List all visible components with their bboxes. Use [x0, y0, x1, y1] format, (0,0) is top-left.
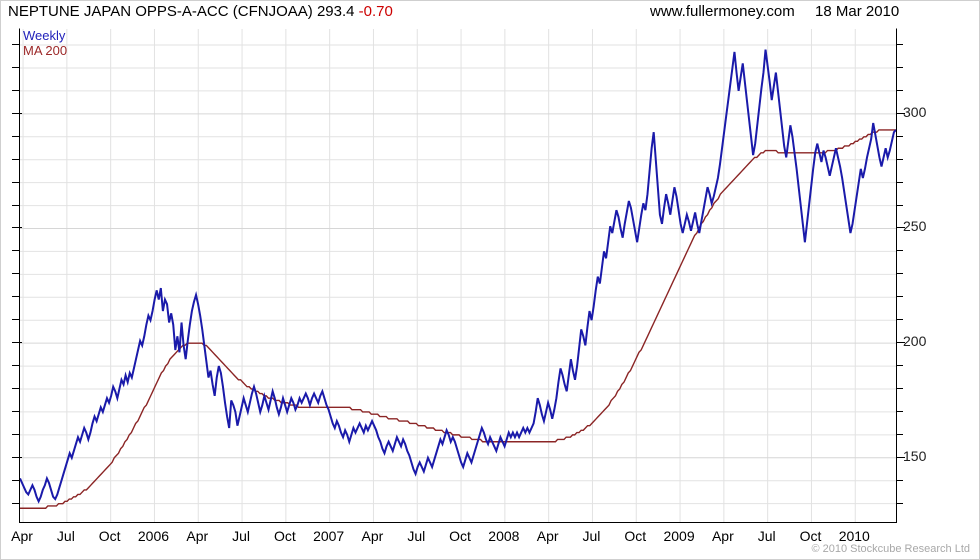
- legend-item-ma200: MA 200: [23, 43, 68, 58]
- x-axis-tick-label: 2006: [137, 528, 170, 544]
- site-url[interactable]: www.fullermoney.com: [650, 3, 795, 20]
- last-price: 293.4: [316, 3, 355, 20]
- axis-tick: [12, 479, 20, 481]
- x-axis-tick-label: Oct: [624, 528, 647, 544]
- axis-tick: [12, 44, 20, 46]
- copyright-notice: © 2010 Stockcube Research Ltd: [811, 543, 970, 555]
- x-axis-tick-label: 2008: [488, 528, 520, 544]
- axis-tick: [12, 410, 20, 412]
- weekly-price-line: [20, 49, 896, 504]
- axis-tick: [896, 273, 903, 275]
- axis-tick: [896, 66, 903, 68]
- axis-tick: [12, 388, 20, 389]
- instrument-name: NEPTUNE JAPAN OPPS-A-ACC: [8, 3, 229, 20]
- x-axis-tick-label: Apr: [711, 528, 734, 544]
- x-axis-tick-label: Jul: [56, 528, 75, 544]
- x-axis-tick-label: Apr: [11, 528, 33, 544]
- quote-date: 18 Mar 2010: [815, 3, 900, 20]
- axis-tick: [12, 296, 20, 298]
- instrument-ticker: (CFNJOAA): [232, 3, 313, 20]
- x-axis-tick-label: Jul: [232, 528, 251, 544]
- price-change: -0.70: [358, 3, 393, 20]
- axis-tick: [896, 410, 903, 412]
- x-axis-tick-label: Jul: [757, 528, 776, 544]
- x-axis-tick-label: Apr: [186, 528, 209, 544]
- x-axis-tick-label: 2009: [663, 528, 695, 544]
- axis-tick: [12, 227, 22, 229]
- axis-tick: [896, 158, 903, 160]
- x-axis-tick-label: Oct: [799, 528, 822, 544]
- axis-tick: [896, 365, 903, 367]
- x-axis-tick-label: Jul: [582, 528, 601, 544]
- axis-tick: [12, 456, 22, 458]
- y-axis-tick-label: 200: [903, 333, 927, 350]
- axis-tick: [896, 319, 903, 321]
- axis-tick: [896, 204, 903, 206]
- x-axis-tick-label: Oct: [449, 528, 471, 544]
- axis-tick: [12, 433, 20, 435]
- axis-tick: [896, 44, 903, 46]
- price-chart-svg: [20, 29, 896, 522]
- axis-tick: [896, 502, 903, 504]
- axis-tick: [896, 433, 903, 435]
- axis-tick: [12, 319, 20, 321]
- vertical-gridlines: [22, 29, 856, 522]
- axis-tick: [896, 296, 903, 298]
- axis-tick: [896, 388, 903, 389]
- y-axis-tick-label: 250: [903, 218, 927, 235]
- axis-tick: [896, 250, 903, 252]
- chart-header: NEPTUNE JAPAN OPPS-A-ACC (CFNJOAA) 293.4…: [0, 0, 980, 24]
- axis-tick: [896, 181, 903, 183]
- axis-tick: [896, 112, 905, 114]
- x-axis-tick-label: Apr: [536, 528, 559, 544]
- x-axis-tick-label: 2007: [313, 528, 345, 544]
- axis-tick: [12, 66, 20, 68]
- axis-tick: [896, 227, 905, 229]
- axis-tick: [896, 479, 903, 481]
- axis-tick: [12, 365, 20, 367]
- horizontal-gridlines: [20, 44, 896, 505]
- x-axis-tick-label: Oct: [273, 528, 296, 544]
- axis-tick: [12, 502, 20, 504]
- axis-tick: [12, 181, 20, 183]
- legend-item-weekly: Weekly: [23, 28, 66, 43]
- axis-tick: [12, 158, 20, 160]
- axis-tick: [12, 204, 20, 206]
- x-axis-tick-label: Jul: [407, 528, 426, 544]
- axis-tick: [12, 89, 20, 91]
- y-axis-tick-label: 150: [903, 447, 927, 464]
- axis-tick: [896, 456, 905, 458]
- axis-tick: [12, 273, 20, 275]
- plot-area[interactable]: [19, 28, 897, 523]
- axis-tick: [896, 89, 903, 91]
- instrument-title: NEPTUNE JAPAN OPPS-A-ACC (CFNJOAA) 293.4…: [8, 2, 393, 22]
- axis-tick: [12, 342, 22, 344]
- axis-tick: [896, 135, 903, 137]
- axis-tick: [12, 135, 20, 137]
- axis-tick: [896, 342, 905, 344]
- x-axis-tick-label: 2010: [838, 528, 870, 544]
- x-axis-tick-label: Oct: [98, 528, 121, 544]
- ma200-line: [20, 129, 896, 509]
- chart-legend: Weekly MA 200: [23, 28, 67, 58]
- y-axis-tick-label: 300: [903, 103, 927, 120]
- axis-tick: [12, 112, 22, 114]
- x-axis-tick-label: Apr: [361, 528, 384, 544]
- axis-tick: [12, 250, 20, 252]
